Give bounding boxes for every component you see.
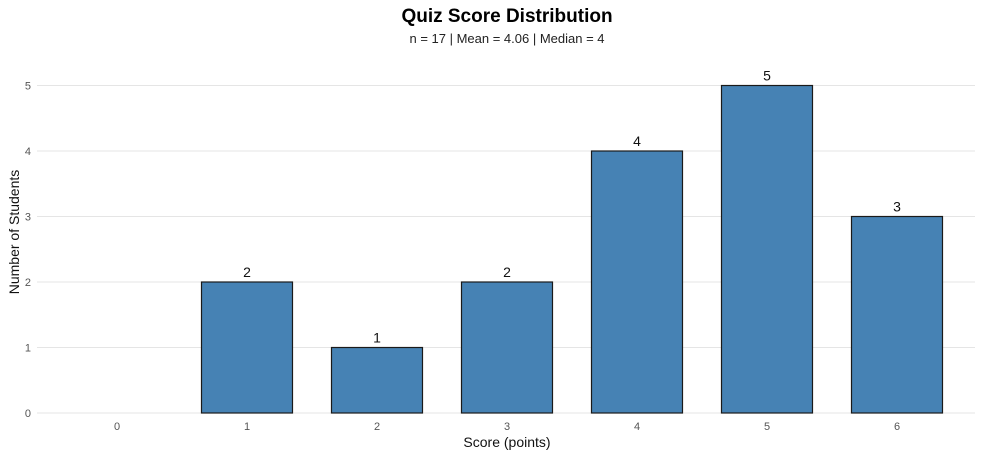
bar-score-5 (720, 84, 814, 414)
data-label-score-2: 1 (373, 330, 381, 346)
x-tick-label: 3 (504, 421, 510, 433)
x-tick-label: 4 (634, 421, 640, 433)
y-tick-label: 0 (25, 408, 31, 420)
y-tick-label: 1 (25, 343, 31, 355)
chart-title: Quiz Score Distribution (401, 6, 612, 27)
y-tick-label: 2 (25, 277, 31, 289)
bars (200, 84, 944, 414)
data-label-score-6: 3 (893, 199, 901, 215)
bar-score-2 (330, 346, 424, 414)
data-label-score-1: 2 (243, 264, 251, 280)
x-tick-label: 5 (764, 421, 770, 433)
x-axis-label: Score (points) (463, 434, 550, 450)
data-label-score-5: 5 (763, 68, 771, 84)
y-axis-ticks: 0 1 2 3 4 5 (25, 81, 31, 421)
chart-subtitle: n = 17 | Mean = 4.06 | Median = 4 (409, 31, 604, 46)
x-tick-label: 1 (244, 421, 250, 433)
y-tick-label: 3 (25, 212, 31, 224)
data-label-score-3: 2 (503, 264, 511, 280)
y-tick-label: 4 (25, 146, 31, 158)
bar-score-6 (850, 215, 944, 414)
data-labels: 2 1 2 4 5 3 (243, 68, 901, 346)
bar-score-1 (200, 281, 294, 414)
y-tick-label: 5 (25, 81, 31, 93)
data-label-score-4: 4 (633, 133, 641, 149)
x-tick-label: 0 (114, 421, 120, 433)
y-axis-label: Number of Students (6, 170, 22, 295)
x-tick-label: 2 (374, 421, 380, 433)
x-axis-ticks: 0 1 2 3 4 5 6 (114, 421, 900, 433)
bar-score-4 (590, 150, 684, 414)
bar-score-3 (460, 281, 554, 414)
x-tick-label: 6 (894, 421, 900, 433)
